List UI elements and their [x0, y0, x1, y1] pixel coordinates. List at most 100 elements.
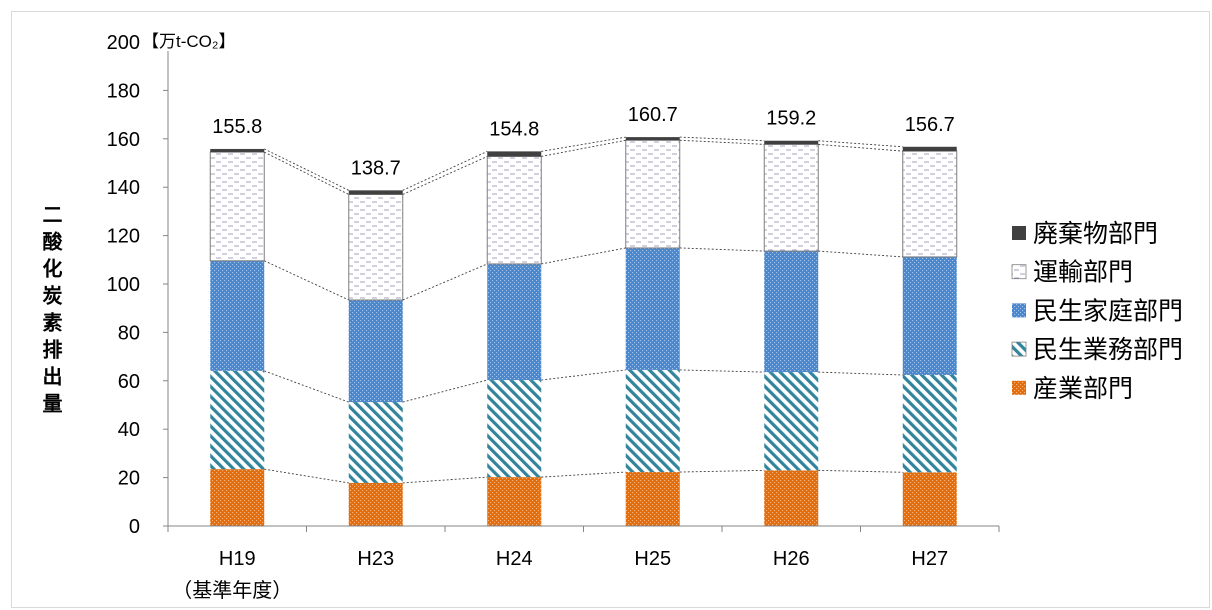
y-tick-label: 180: [107, 80, 140, 102]
bar-segment-commercial-h26: [764, 372, 819, 471]
legend-label-waste: 廃棄物部門: [1033, 220, 1158, 248]
legend-swatch-industry: [1012, 380, 1026, 395]
bar-segment-commercial-h23: [348, 402, 403, 483]
series-line-industry-h25-h26: [679, 469, 765, 473]
bar-h25: [625, 137, 681, 526]
series-line-commercial-h26-h27: [818, 371, 903, 376]
bar-segment-residential-h19: [210, 260, 265, 371]
y-tick-label: 80: [118, 322, 140, 344]
bar-segment-industry-h27: [902, 472, 957, 526]
bar-segment-waste-h23: [348, 190, 403, 195]
legend-item-transport: 運輸部門: [1011, 259, 1133, 287]
x-tick-label-h25: H25: [634, 548, 671, 570]
bar-segment-transport-h23: [348, 193, 404, 301]
total-label-h19: 155.8: [212, 116, 262, 138]
bar-segment-industry-h19: [210, 469, 265, 526]
unit-label-box: [141, 31, 237, 51]
bar-segment-transport-h26: [763, 143, 819, 252]
series-line-waste-h25-h26: [679, 136, 765, 142]
bar-segment-waste-h25: [625, 137, 680, 141]
series-line-residential-h26-h27: [818, 250, 903, 258]
bars: [209, 137, 958, 526]
series-line-commercial-h25-h26: [679, 369, 765, 373]
total-label-h26: 159.2: [766, 108, 816, 130]
x-axis: H19 （基準年度） H23 H24 H25 H26 H27: [167, 525, 1000, 602]
legend-swatch-commercial: [1011, 341, 1027, 357]
x-tick-label-h26: H26: [773, 548, 810, 570]
bar-segment-transport-h19: [209, 151, 265, 262]
y-tick-label: 120: [107, 226, 140, 248]
bar-segment-waste-h27: [902, 146, 957, 152]
series-line-transport-h26-h27: [818, 143, 903, 152]
y-axis-unit-label: 【万t-CO₂】: [142, 32, 235, 51]
y-tick-label: 0: [129, 516, 140, 538]
bar-segment-residential-h25: [625, 247, 680, 370]
series-line-transport-h23-h24: [402, 156, 488, 195]
y-tick-label: 20: [118, 468, 140, 490]
legend-label-industry: 産業部門: [1033, 375, 1133, 403]
bar-segment-residential-h26: [764, 251, 819, 373]
bar-segment-transport-h24: [486, 155, 542, 265]
series-line-waste-h24-h25: [541, 136, 626, 152]
legend-item-residential: 民生家庭部門: [1012, 297, 1183, 325]
legend-label-commercial: 民生業務部門: [1033, 336, 1183, 364]
series-line-transport-h24-h25: [541, 139, 626, 157]
bar-segment-residential-h27: [902, 256, 957, 375]
bar-segment-transport-h25: [625, 139, 681, 249]
series-line-industry-h24-h25: [541, 471, 626, 478]
bar-segment-waste-h26: [764, 140, 819, 145]
legend-item-commercial: 民生業務部門: [1011, 336, 1183, 364]
bar-segment-commercial-h24: [487, 380, 542, 478]
series-line-residential-h24-h25: [541, 247, 626, 265]
bar-h24: [486, 151, 542, 526]
total-labels: 155.8 138.7 154.8 160.7 159.2 156.7: [212, 104, 955, 179]
series-line-residential-h23-h24: [402, 263, 488, 301]
bar-segment-residential-h24: [487, 263, 542, 381]
series-line-industry-h23-h24: [402, 476, 488, 484]
series-line-waste-h26-h27: [818, 140, 903, 148]
legend-swatch-residential: [1012, 303, 1026, 318]
series-line-waste-h19-h23: [264, 148, 349, 191]
bar-segment-industry-h23: [348, 482, 403, 526]
series-line-residential-h25-h26: [679, 247, 765, 252]
x-tick-note-h19: （基準年度）: [172, 579, 292, 602]
total-label-h25: 160.7: [628, 104, 678, 126]
series-line-transport-h25-h26: [679, 139, 765, 145]
bar-segment-commercial-h27: [902, 374, 957, 473]
series-lines: [264, 136, 903, 484]
legend-swatch-waste: [1012, 226, 1026, 240]
bar-h27: [902, 146, 958, 526]
y-tick-label: 60: [118, 371, 140, 393]
bar-segment-industry-h25: [625, 472, 680, 526]
y-tick-label: 200: [107, 32, 140, 54]
legend-item-waste: 廃棄物部門: [1012, 220, 1158, 248]
x-tick-label-h19: H19: [219, 548, 256, 570]
bar-segment-commercial-h19: [210, 370, 265, 470]
bar-segment-residential-h23: [348, 299, 403, 403]
bar-segment-transport-h27: [902, 150, 958, 258]
legend-label-transport: 運輸部門: [1033, 259, 1133, 287]
bar-segment-industry-h26: [764, 470, 819, 526]
bar-segment-waste-h19: [210, 148, 265, 153]
series-line-commercial-h23-h24: [402, 379, 488, 403]
y-axis-title: 二酸化炭素排出量: [39, 204, 61, 420]
chart-border: [11, 11, 1210, 608]
series-line-residential-h19-h23: [264, 260, 349, 301]
bar-h26: [763, 140, 819, 526]
bar-segment-commercial-h25: [625, 369, 680, 473]
y-axis: 0 20 40 60 80 100 120 140 160 180 200: [107, 32, 169, 538]
bar-segment-waste-h24: [487, 151, 542, 157]
total-label-h23: 138.7: [351, 157, 401, 179]
bar-segment-industry-h24: [487, 477, 542, 526]
series-line-commercial-h19-h23: [264, 370, 349, 403]
total-label-h27: 156.7: [905, 114, 955, 136]
series-line-industry-h19-h23: [264, 468, 349, 484]
y-tick-label: 40: [118, 419, 140, 441]
series-line-industry-h26-h27: [818, 469, 903, 473]
x-tick-label-h23: H23: [357, 548, 394, 570]
series-line-commercial-h24-h25: [541, 369, 626, 381]
legend-swatch-transport: [1011, 264, 1027, 280]
